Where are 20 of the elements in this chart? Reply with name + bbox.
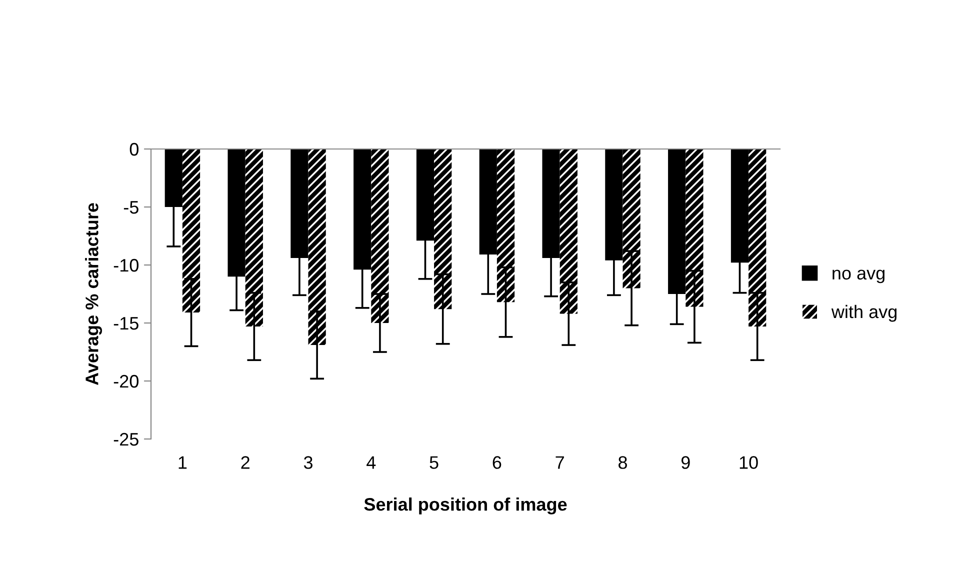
y-tick-label: -10: [114, 258, 138, 272]
x-tick-label: 7: [556, 456, 564, 469]
y-tick-label: -25: [114, 432, 138, 446]
x-tick-label: 2: [241, 456, 250, 469]
legend-label: with avg: [831, 304, 896, 322]
y-tick-label: -20: [114, 374, 138, 388]
x-tick-label: 3: [304, 456, 312, 469]
y-tick-label: 0: [130, 142, 138, 156]
x-tick-label: 5: [430, 456, 438, 469]
x-tick-label: 10: [740, 456, 758, 469]
x-axis-title: Serial position of image: [364, 498, 567, 514]
x-tick-label: 6: [492, 456, 502, 469]
x-tick-label: 1: [178, 456, 187, 469]
x-tick-label: 8: [618, 456, 627, 469]
x-tick-label: 9: [681, 456, 690, 469]
y-axis-title: Average % cariacture: [85, 203, 102, 386]
legend-label: no avg: [832, 270, 884, 284]
y-tick-label: -5: [124, 201, 138, 214]
x-tick-label: 4: [366, 456, 376, 469]
y-tick-label: -15: [114, 317, 138, 330]
